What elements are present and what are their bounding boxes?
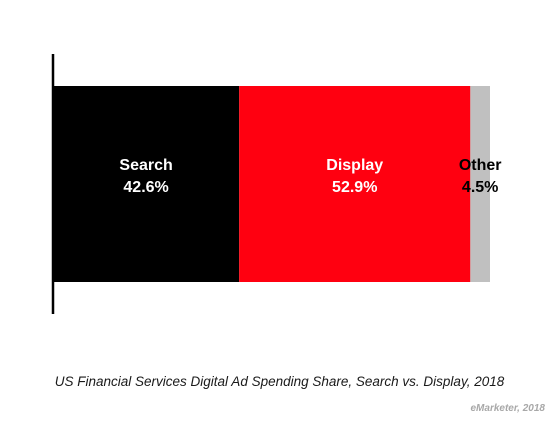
bar-segment-other — [470, 86, 490, 282]
segment-value-other: 4.5% — [462, 179, 498, 196]
segment-name-display: Display — [326, 157, 383, 174]
source-credit: eMarketer, 2018 — [470, 403, 545, 414]
segment-labels: Search 42.6% Display 52.9% Other 4.5% — [119, 157, 501, 196]
bar-segment-search — [53, 86, 240, 282]
segment-name-other: Other — [459, 157, 502, 174]
bar-segments — [53, 86, 490, 282]
segment-name-search: Search — [119, 157, 172, 174]
chart-caption: US Financial Services Digital Ad Spendin… — [54, 374, 505, 389]
segment-value-search: 42.6% — [123, 179, 168, 196]
segment-value-display: 52.9% — [332, 179, 377, 196]
bar-segment-display — [239, 86, 471, 282]
